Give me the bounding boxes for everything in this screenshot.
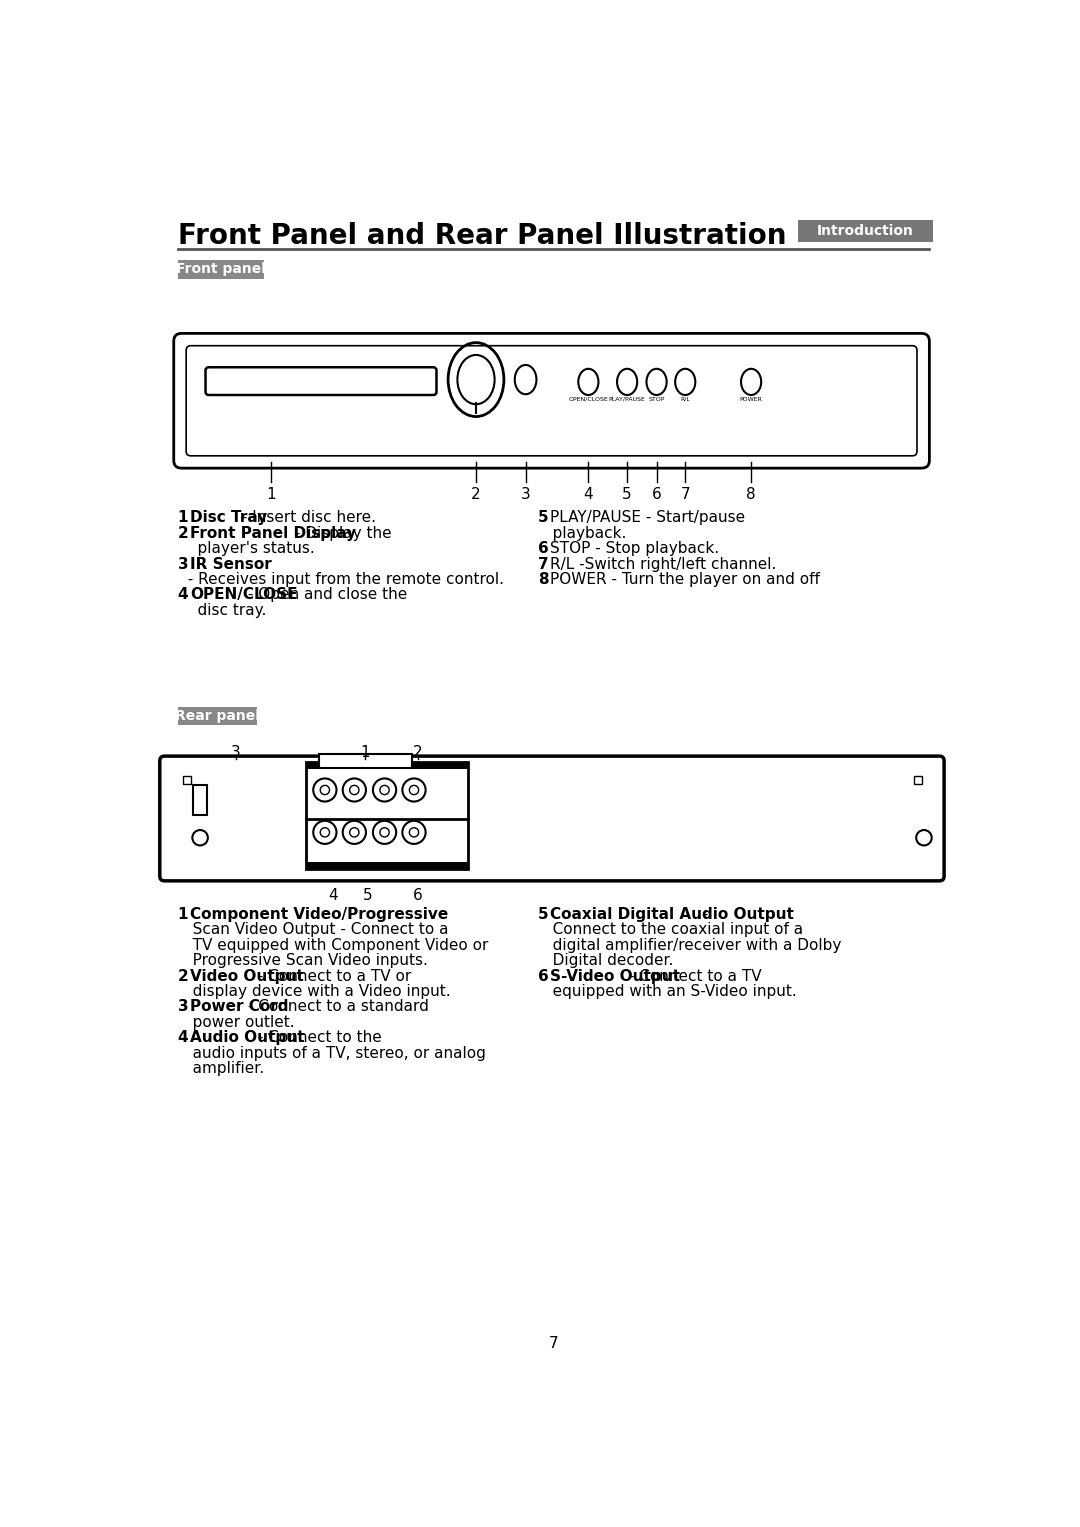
Text: audio inputs of a TV, stereo, or analog: audio inputs of a TV, stereo, or analog — [177, 1046, 486, 1061]
Text: 6: 6 — [538, 541, 549, 556]
Text: player's status.: player's status. — [177, 541, 314, 556]
Text: 6: 6 — [413, 887, 422, 902]
Text: Rear panel: Rear panel — [175, 709, 260, 724]
Text: 6: 6 — [651, 487, 661, 502]
Text: 3: 3 — [177, 1000, 188, 1014]
FancyBboxPatch shape — [160, 756, 944, 881]
Text: 5: 5 — [538, 510, 549, 525]
Text: Connect to the coaxial input of a: Connect to the coaxial input of a — [538, 922, 804, 938]
Text: STOP: STOP — [648, 397, 665, 402]
FancyBboxPatch shape — [193, 785, 207, 814]
Text: 1: 1 — [361, 745, 370, 760]
Text: Introduction: Introduction — [816, 224, 914, 238]
Text: - Insert disc here.: - Insert disc here. — [238, 510, 377, 525]
Text: Progressive Scan Video inputs.: Progressive Scan Video inputs. — [177, 953, 428, 968]
Text: 1: 1 — [177, 907, 188, 922]
FancyBboxPatch shape — [177, 260, 265, 279]
Text: Digital decoder.: Digital decoder. — [538, 953, 673, 968]
FancyBboxPatch shape — [306, 762, 469, 869]
Text: equipped with an S-Video input.: equipped with an S-Video input. — [538, 983, 797, 999]
Text: 1: 1 — [177, 510, 188, 525]
Text: 4: 4 — [177, 1031, 188, 1046]
Text: Scan Video Output - Connect to a: Scan Video Output - Connect to a — [177, 922, 448, 938]
Text: 2: 2 — [471, 487, 481, 502]
Text: Coaxial Digital Audio Output: Coaxial Digital Audio Output — [551, 907, 794, 922]
Text: - Connect to the: - Connect to the — [254, 1031, 382, 1046]
Text: Front Panel and Rear Panel Illustration: Front Panel and Rear Panel Illustration — [177, 221, 786, 250]
Text: 2: 2 — [413, 745, 422, 760]
Text: 8: 8 — [538, 573, 549, 586]
Text: 4: 4 — [177, 588, 188, 603]
Text: Disc Tray: Disc Tray — [190, 510, 267, 525]
Text: 7: 7 — [680, 487, 690, 502]
Text: POWER - Turn the player on and off: POWER - Turn the player on and off — [551, 573, 821, 586]
Text: PLAY/PAUSE - Start/pause: PLAY/PAUSE - Start/pause — [551, 510, 745, 525]
FancyBboxPatch shape — [174, 333, 930, 469]
Text: amplifier.: amplifier. — [177, 1061, 264, 1077]
Text: POWER: POWER — [740, 397, 762, 402]
Text: 3: 3 — [177, 557, 188, 571]
Text: PLAY/PAUSE: PLAY/PAUSE — [609, 397, 646, 402]
FancyBboxPatch shape — [177, 707, 257, 725]
Text: 5: 5 — [363, 887, 373, 902]
Text: - Display the: - Display the — [291, 525, 392, 541]
Text: - Connect to a TV or: - Connect to a TV or — [254, 968, 411, 983]
Text: 7: 7 — [538, 557, 549, 571]
Text: 5: 5 — [538, 907, 549, 922]
FancyBboxPatch shape — [798, 220, 933, 241]
Text: - Connect to a standard: - Connect to a standard — [243, 1000, 429, 1014]
Text: 5: 5 — [622, 487, 632, 502]
Text: Audio Output: Audio Output — [190, 1031, 305, 1046]
Text: 1: 1 — [266, 487, 275, 502]
Text: TV equipped with Component Video or: TV equipped with Component Video or — [177, 938, 488, 953]
Text: 3: 3 — [521, 487, 530, 502]
Text: 2: 2 — [177, 968, 188, 983]
Text: 8: 8 — [746, 487, 756, 502]
Text: 4: 4 — [583, 487, 593, 502]
Text: OPEN/CLOSE: OPEN/CLOSE — [190, 588, 297, 603]
Text: Front panel: Front panel — [176, 263, 266, 276]
Text: power outlet.: power outlet. — [177, 1015, 294, 1029]
Text: disc tray.: disc tray. — [177, 603, 266, 618]
Text: 7: 7 — [549, 1336, 558, 1351]
FancyBboxPatch shape — [319, 754, 411, 768]
Text: digital amplifier/receiver with a Dolby: digital amplifier/receiver with a Dolby — [538, 938, 841, 953]
Text: - Connect to a TV: - Connect to a TV — [624, 968, 761, 983]
Text: OPEN/CLOSE: OPEN/CLOSE — [568, 397, 608, 402]
FancyBboxPatch shape — [306, 762, 469, 770]
Text: -: - — [698, 907, 708, 922]
FancyBboxPatch shape — [183, 776, 191, 783]
Text: - Open and close the: - Open and close the — [243, 588, 407, 603]
Text: Power Cord: Power Cord — [190, 1000, 288, 1014]
Text: S-Video Output: S-Video Output — [551, 968, 680, 983]
Text: STOP - Stop playback.: STOP - Stop playback. — [551, 541, 719, 556]
Text: 6: 6 — [538, 968, 549, 983]
Text: IR Sensor: IR Sensor — [190, 557, 272, 571]
FancyBboxPatch shape — [306, 861, 469, 869]
Text: R/L -Switch right/left channel.: R/L -Switch right/left channel. — [551, 557, 777, 571]
Text: Video Output: Video Output — [190, 968, 303, 983]
Text: 3: 3 — [231, 745, 241, 760]
Text: Front Panel Display: Front Panel Display — [190, 525, 356, 541]
Text: playback.: playback. — [538, 525, 626, 541]
Text: display device with a Video input.: display device with a Video input. — [177, 983, 450, 999]
FancyBboxPatch shape — [914, 776, 921, 783]
FancyBboxPatch shape — [205, 368, 436, 395]
Text: - Receives input from the remote control.: - Receives input from the remote control… — [177, 573, 503, 586]
Text: 4: 4 — [328, 887, 337, 902]
Text: R/L: R/L — [680, 397, 690, 402]
Text: Component Video/Progressive: Component Video/Progressive — [190, 907, 448, 922]
Text: 2: 2 — [177, 525, 188, 541]
